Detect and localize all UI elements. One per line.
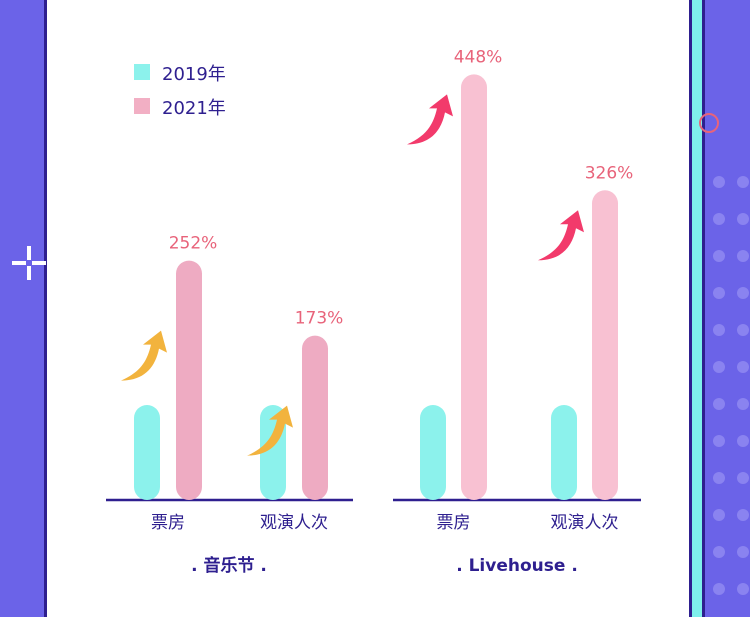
growth-arrow-icon-shape: [538, 210, 584, 261]
tick-label: 观演人次: [551, 513, 619, 533]
sparkle-icon: [12, 246, 46, 280]
legend-label-2021: 2021年: [162, 98, 226, 119]
bar-2019: [420, 405, 446, 500]
dot-decoration: [737, 361, 749, 373]
growth-arrow-icon-shape: [121, 330, 167, 381]
data-label: 448%: [454, 47, 503, 67]
dot-decoration: [737, 583, 749, 595]
legend-label-2019: 2019年: [162, 64, 226, 85]
dot-decoration: [713, 435, 725, 447]
tick-label: 票房: [151, 513, 185, 533]
bar-2021: [302, 335, 328, 500]
legend-swatch-2021: [134, 98, 150, 114]
dot-decoration: [737, 213, 749, 225]
dot-decoration: [737, 287, 749, 299]
tick-label: 观演人次: [260, 513, 328, 533]
bar-2021: [461, 74, 487, 501]
left-frame-band: [0, 0, 44, 617]
dot-decoration: [737, 398, 749, 410]
dot-decoration: [713, 213, 725, 225]
dot-decoration: [737, 176, 749, 188]
dot-decoration: [713, 472, 725, 484]
dot-decoration: [737, 435, 749, 447]
group-label: . 音乐节 .: [191, 555, 267, 576]
left-frame-line: [44, 0, 47, 617]
data-label: 173%: [295, 309, 344, 329]
growth-arrow-icon-shape: [407, 94, 453, 145]
bar-2021: [592, 190, 618, 501]
data-label: 252%: [169, 234, 218, 254]
dot-decoration: [713, 361, 725, 373]
legend-swatch-2019: [134, 64, 150, 80]
chart-card: [47, 0, 690, 617]
right-frame-band: [705, 0, 750, 617]
growth-arrow-icon: [121, 330, 167, 381]
dot-decoration: [737, 250, 749, 262]
dot-decoration: [737, 472, 749, 484]
tick-label: 票房: [437, 513, 471, 533]
right-frame-line: [689, 0, 692, 617]
dot-decoration: [737, 324, 749, 336]
dot-decoration: [737, 546, 749, 558]
growth-arrow-icon: [407, 94, 453, 145]
bar-2019: [551, 405, 577, 500]
dot-decoration: [713, 509, 725, 521]
bar-2019: [134, 405, 160, 500]
dot-decoration: [713, 176, 725, 188]
dot-decoration: [713, 583, 725, 595]
bar-2021: [176, 260, 202, 500]
growth-arrow-icon-shape: [247, 405, 293, 456]
growth-arrow-icon: [247, 405, 293, 456]
data-label: 326%: [585, 163, 634, 183]
dot-decoration: [713, 287, 725, 299]
dot-decoration: [713, 398, 725, 410]
right-frame-line-outer: [702, 0, 705, 617]
growth-arrow-icon: [538, 210, 584, 261]
dot-decoration: [713, 250, 725, 262]
dot-decoration: [713, 324, 725, 336]
group-label: . Livehouse .: [456, 556, 578, 576]
right-frame-accent: [692, 0, 702, 617]
ring-decoration-icon: [699, 113, 719, 133]
dot-decoration: [737, 509, 749, 521]
dot-decoration: [713, 546, 725, 558]
